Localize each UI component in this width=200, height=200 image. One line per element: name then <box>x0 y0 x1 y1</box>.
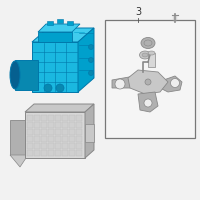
Bar <box>62 150 68 156</box>
Bar <box>67 21 73 25</box>
Bar <box>47 21 53 25</box>
Bar <box>69 115 75 121</box>
Bar <box>69 129 75 135</box>
Bar <box>76 115 82 121</box>
Polygon shape <box>38 24 80 32</box>
Bar <box>34 115 40 121</box>
Ellipse shape <box>144 40 152 46</box>
Bar <box>69 122 75 128</box>
Ellipse shape <box>142 53 148 57</box>
Polygon shape <box>78 28 94 92</box>
Bar <box>55 136 61 142</box>
Polygon shape <box>32 28 94 42</box>
Polygon shape <box>15 60 38 90</box>
Bar <box>48 143 54 149</box>
Bar <box>76 150 82 156</box>
Bar <box>34 122 40 128</box>
Polygon shape <box>38 32 72 42</box>
Polygon shape <box>25 112 85 158</box>
Bar <box>57 19 63 23</box>
Circle shape <box>145 79 151 85</box>
Bar <box>41 143 47 149</box>
Circle shape <box>56 84 64 92</box>
Bar <box>76 143 82 149</box>
Bar <box>34 136 40 142</box>
Bar <box>55 150 61 156</box>
Circle shape <box>88 45 94 49</box>
Bar <box>41 136 47 142</box>
Bar <box>48 115 54 121</box>
Bar <box>41 129 47 135</box>
Bar <box>41 115 47 121</box>
Ellipse shape <box>140 51 151 59</box>
Bar <box>55 115 61 121</box>
Ellipse shape <box>141 38 155 48</box>
Bar <box>55 129 61 135</box>
Polygon shape <box>10 120 28 155</box>
Bar <box>48 150 54 156</box>
Bar <box>105 20 195 138</box>
Circle shape <box>44 84 52 92</box>
Circle shape <box>115 79 125 89</box>
Bar <box>55 143 61 149</box>
Polygon shape <box>10 155 28 167</box>
Bar <box>34 129 40 135</box>
Bar <box>69 143 75 149</box>
Polygon shape <box>85 104 94 158</box>
Bar <box>62 143 68 149</box>
Bar <box>62 129 68 135</box>
Circle shape <box>88 71 94 75</box>
Bar <box>34 143 40 149</box>
Bar <box>41 122 47 128</box>
Bar <box>76 129 82 135</box>
Bar <box>76 136 82 142</box>
Bar <box>27 136 33 142</box>
Bar <box>48 122 54 128</box>
Bar <box>85 124 94 142</box>
Polygon shape <box>138 92 158 112</box>
Polygon shape <box>128 70 168 94</box>
Bar <box>27 122 33 128</box>
Bar <box>27 143 33 149</box>
Circle shape <box>144 99 152 107</box>
Bar <box>69 150 75 156</box>
Bar <box>48 136 54 142</box>
Polygon shape <box>32 42 78 92</box>
Bar <box>27 129 33 135</box>
Bar <box>55 122 61 128</box>
Bar <box>62 136 68 142</box>
Bar <box>48 129 54 135</box>
Text: 3: 3 <box>135 7 141 17</box>
Bar <box>69 136 75 142</box>
Ellipse shape <box>148 51 155 55</box>
Polygon shape <box>112 76 138 88</box>
Bar <box>76 122 82 128</box>
Circle shape <box>170 78 180 88</box>
Polygon shape <box>25 104 94 112</box>
Bar <box>62 122 68 128</box>
Bar <box>62 115 68 121</box>
Bar <box>27 150 33 156</box>
Bar <box>34 150 40 156</box>
Polygon shape <box>158 76 182 92</box>
Bar <box>41 150 47 156</box>
Ellipse shape <box>10 61 20 89</box>
Bar <box>148 53 155 67</box>
Circle shape <box>88 58 94 62</box>
Bar <box>27 115 33 121</box>
